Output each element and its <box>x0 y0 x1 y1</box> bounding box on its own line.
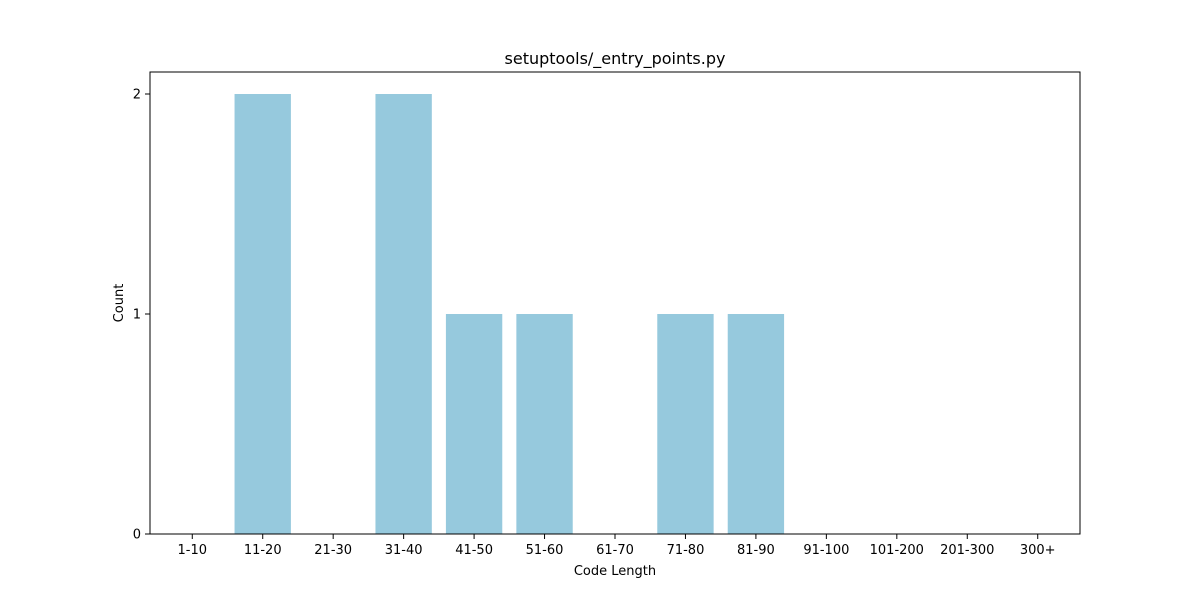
y-tick-label: 2 <box>133 88 141 103</box>
x-tick-label: 201-300 <box>940 543 994 558</box>
bar-31-40 <box>375 94 432 534</box>
y-axis-ticks: 0 1 2 <box>133 88 150 543</box>
x-tick-label: 71-80 <box>667 543 705 558</box>
x-tick-label: 51-60 <box>526 543 564 558</box>
bar-51-60 <box>516 314 573 534</box>
x-tick-label: 1-10 <box>178 543 208 558</box>
chart-title: setuptools/_entry_points.py <box>505 49 726 69</box>
y-tick-label: 1 <box>133 308 141 323</box>
x-tick-label: 31-40 <box>385 543 423 558</box>
bar-41-50 <box>445 314 503 534</box>
y-tick-label: 0 <box>133 528 141 543</box>
x-tick-label: 11-20 <box>244 543 282 558</box>
x-axis-label: Code Length <box>574 564 656 579</box>
bar-81-90 <box>727 314 785 534</box>
x-tick-label: 300+ <box>1020 543 1056 558</box>
bars-group <box>234 94 785 534</box>
bar-11-20 <box>234 94 291 534</box>
x-tick-label: 21-30 <box>314 543 352 558</box>
x-tick-label: 41-50 <box>455 543 493 558</box>
x-tick-label: 81-90 <box>737 543 775 558</box>
y-axis-label: Count <box>112 284 127 323</box>
x-axis-ticks: 1-10 11-20 21-30 31-40 41-50 51-60 61-70 71-80 8… <box>178 534 1056 558</box>
x-tick-label: 101-200 <box>870 543 924 558</box>
x-tick-label: 61-70 <box>596 543 634 558</box>
bar-71-80 <box>657 314 714 534</box>
x-tick-label: 91-100 <box>803 543 849 558</box>
